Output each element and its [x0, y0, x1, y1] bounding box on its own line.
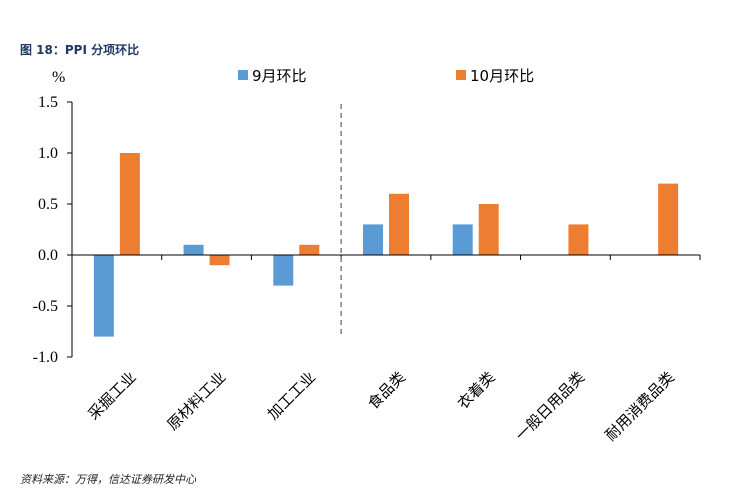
- legend-label-series-2: 10月环比: [470, 67, 534, 85]
- bar-series-1-1: [183, 244, 204, 255]
- bar-series-1-0: [93, 255, 114, 337]
- bar-series-2-0: [119, 153, 140, 255]
- bar-series-1-4: [452, 224, 473, 255]
- bar-series-2-2: [299, 244, 320, 255]
- bar-series-1-2: [273, 255, 294, 286]
- y-tick-label: 0.5: [38, 196, 58, 213]
- legend-label-series-1: 9月环比: [252, 67, 307, 85]
- bar-series-2-3: [389, 193, 409, 255]
- figure-source: 资料来源：万得，信达证券研发中心: [20, 473, 196, 486]
- y-tick-label: 0.0: [38, 247, 58, 264]
- y-tick-label: -0.5: [33, 298, 58, 315]
- bar-series-2-1: [209, 255, 230, 266]
- category-label: 耐用消费品类: [602, 368, 678, 444]
- y-tick-label: -1.0: [33, 349, 58, 366]
- category-label: 一般日用品类: [512, 368, 588, 444]
- plot-area: 1.5 1.0 0.5 0.0 -0.5 -1.0 采掘工业 原材料工业 加工工业 食品类 衣着类一…: [33, 94, 701, 444]
- bar-series-2-6: [658, 183, 679, 255]
- category-label: 衣着类: [454, 368, 499, 413]
- bar-series-2-4: [478, 204, 499, 255]
- legend-swatch-series-2: [456, 70, 466, 80]
- category-label: 加工工业: [264, 368, 319, 423]
- category-label: 采掘工业: [85, 368, 140, 423]
- y-unit-label: %: [52, 69, 65, 86]
- figure-title: 图 18：PPI 分项环比: [20, 43, 140, 57]
- legend: 9月环比 10月环比: [238, 67, 534, 85]
- legend-swatch-series-1: [238, 70, 248, 80]
- category-label: 原材料工业: [164, 368, 230, 434]
- category-label: 食品类: [364, 368, 409, 413]
- y-tick-label: 1.0: [38, 145, 58, 162]
- bar-series-1-3: [363, 224, 383, 255]
- bar-series-2-5: [568, 224, 589, 255]
- y-tick-label: 1.5: [38, 94, 58, 111]
